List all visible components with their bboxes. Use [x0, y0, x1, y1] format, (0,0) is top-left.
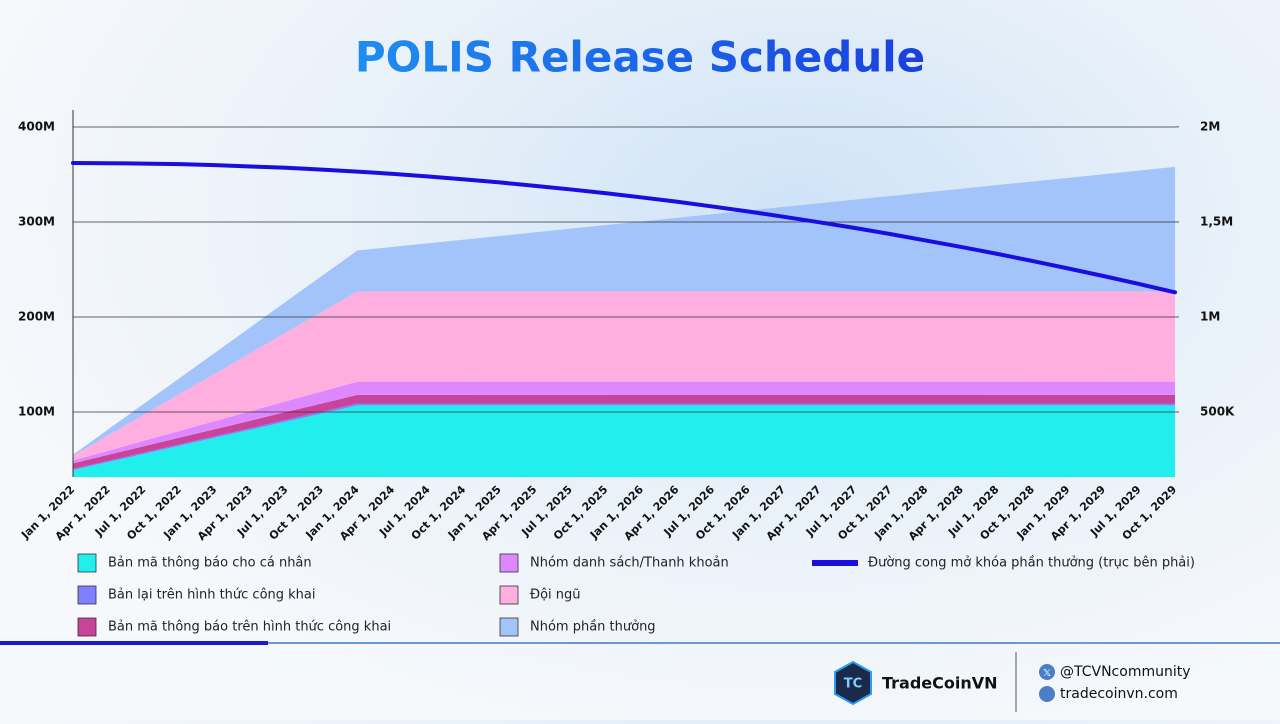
- svg-text:TC: TC: [844, 677, 862, 692]
- area: [73, 291, 1175, 461]
- area: [73, 405, 1175, 477]
- brand-logo: TC: [834, 660, 872, 706]
- legend-swatch: [77, 585, 97, 605]
- x-icon-glyph: 𝕏: [1043, 668, 1051, 679]
- y-tick-label: 200M: [18, 310, 55, 324]
- y2-tick-label: 2M: [1200, 119, 1220, 133]
- chart-title: POLIS Release Schedule: [355, 33, 925, 82]
- y2-tick-label: 500K: [1200, 405, 1235, 419]
- legend-label: Bản mã thông báo cho cá nhân: [108, 556, 312, 571]
- legend-item[interactable]: Đường cong mở khóa phần thưởng (trục bên…: [812, 556, 1195, 571]
- x-icon: [1039, 664, 1055, 680]
- legend-item[interactable]: Bản mã thông báo trên hình thức công kha…: [77, 617, 391, 637]
- legend-swatch: [499, 585, 519, 605]
- legend-label: Đội ngũ: [530, 588, 581, 603]
- area: [73, 166, 1175, 456]
- legend-item[interactable]: Nhóm danh sách/Thanh khoản: [499, 553, 729, 573]
- legend-label: Nhóm phần thưởng: [530, 620, 656, 635]
- legend-label: Bản lại trên hình thức công khai: [108, 588, 316, 603]
- brand-name: TradeCoinVN: [882, 674, 998, 693]
- legend-swatch: [77, 617, 97, 637]
- area: [73, 381, 1175, 464]
- legend-label: Bản mã thông báo trên hình thức công kha…: [108, 620, 391, 635]
- legend-swatch: [77, 553, 97, 573]
- legend-item[interactable]: Đội ngũ: [499, 585, 581, 605]
- y-tick-label: 100M: [18, 405, 55, 419]
- y2-tick-label: 1M: [1200, 309, 1220, 323]
- legend-swatch: [499, 553, 519, 573]
- y-tick-label: 300M: [18, 215, 55, 229]
- legend-item[interactable]: Nhóm phần thưởng: [499, 617, 656, 637]
- legend-item[interactable]: Bản lại trên hình thức công khai: [77, 585, 316, 605]
- line: [71, 161, 1177, 295]
- y2-tick-label: 1,5M: [1200, 214, 1233, 228]
- area: [73, 394, 1175, 470]
- y-tick-label: 400M: [18, 120, 55, 134]
- legend-item[interactable]: Bản mã thông báo cho cá nhân: [77, 553, 312, 573]
- web-icon: [1039, 686, 1055, 702]
- legend-swatch: [499, 617, 519, 637]
- legend-label: Nhóm danh sách/Thanh khoản: [530, 556, 729, 571]
- website[interactable]: tradecoinvn.com: [1060, 686, 1178, 702]
- legend-label: Đường cong mở khóa phần thưởng (trục bên…: [868, 556, 1195, 571]
- social-handle[interactable]: @TCVNcommunity: [1060, 664, 1191, 680]
